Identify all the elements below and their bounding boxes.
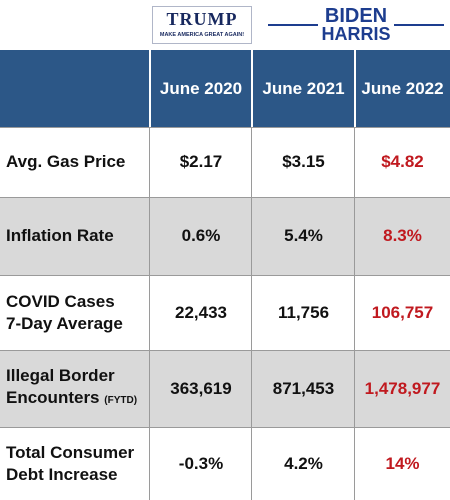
table-row — [0, 197, 450, 275]
row-label-line: Inflation Rate — [6, 225, 114, 247]
biden-name: BIDEN — [324, 5, 388, 27]
column-header: June 2021 — [262, 78, 345, 98]
table-row — [0, 275, 450, 350]
table-cell: 363,619 — [170, 378, 232, 398]
table-cell: $2.17 — [179, 152, 223, 171]
row-label: Total Consumer Debt Increase — [0, 427, 150, 500]
table-cell: 0.6% — [181, 226, 221, 245]
column-header: June 2022 — [361, 78, 444, 98]
row-label-note: (FYTD) — [104, 395, 138, 406]
column-divider — [251, 275, 252, 350]
column-divider — [149, 127, 150, 197]
column-divider — [354, 127, 355, 197]
header-row — [0, 50, 450, 127]
table-cell: 11,756 — [277, 302, 330, 322]
column-divider — [354, 350, 355, 427]
table-cell: 5.4% — [284, 226, 323, 245]
row-label-line: Illegal Border — [6, 365, 115, 387]
column-divider — [251, 427, 252, 500]
row-label: Illegal Border Encounters (FYTD) — [0, 350, 150, 427]
row-label-line: COVID Cases — [6, 291, 115, 313]
trump-slogan: MAKE AMERICA GREAT AGAIN! — [159, 32, 245, 38]
row-label: Avg. Gas Price — [0, 127, 150, 197]
table-row — [0, 427, 450, 500]
row-label-line: 7-Day Average — [6, 313, 123, 335]
column-divider — [251, 350, 252, 427]
trump-name: TRUMP — [166, 9, 238, 29]
column-header: June 2020 — [159, 78, 243, 98]
header-divider — [354, 50, 356, 127]
column-divider — [149, 350, 150, 427]
row-label: COVID Cases 7-Day Average — [0, 275, 150, 350]
table-cell: -0.3% — [178, 453, 224, 473]
row-label-line: Avg. Gas Price — [6, 151, 125, 173]
row-label-text: Debt Increase — [6, 464, 118, 484]
row-label-text: 7-Day Average — [6, 313, 123, 333]
table-cell: 106,757 — [371, 302, 434, 322]
table-cell: $3.15 — [282, 152, 325, 171]
column-divider — [149, 275, 150, 350]
row-label-text: Avg. Gas Price — [6, 152, 126, 171]
table-cell: 8.3% — [383, 226, 422, 245]
row-label-text: Encounters — [6, 388, 100, 407]
column-divider — [149, 427, 150, 500]
column-divider — [354, 275, 355, 350]
row-label: Inflation Rate — [0, 197, 150, 275]
biden-logo: BIDEN HARRIS — [268, 4, 444, 46]
header-divider — [251, 50, 253, 127]
row-label-line: Total Consumer — [6, 442, 134, 464]
row-label-text: Inflation Rate — [6, 226, 114, 245]
column-divider — [251, 127, 252, 197]
column-divider — [354, 427, 355, 500]
harris-name: HARRIS — [321, 24, 391, 44]
row-label-line: Debt Increase — [6, 464, 118, 486]
row-label-text: Total Consumer — [6, 442, 135, 462]
row-label-text: COVID Cases — [6, 291, 115, 311]
table-cell: 14% — [385, 453, 420, 473]
row-label-line: Encounters (FYTD) — [6, 387, 137, 412]
table-row — [0, 350, 450, 427]
table: June 2020 June 2021 June 2022 Avg. Gas Pric… — [0, 50, 450, 500]
trump-logo: TRUMP MAKE AMERICA GREAT AGAIN! — [152, 6, 252, 44]
header-divider — [149, 50, 151, 127]
table-cell: 1,478,977 — [364, 378, 441, 398]
column-divider — [251, 197, 252, 275]
logo-rule — [268, 24, 318, 26]
table-cell: $4.82 — [381, 152, 424, 171]
logo-rule — [394, 24, 444, 26]
table-row — [0, 127, 450, 197]
table-cell: 4.2% — [284, 453, 323, 473]
row-label-text: Illegal Border — [6, 366, 115, 385]
table-cell: 22,433 — [175, 302, 227, 322]
table-cell: 871,453 — [272, 378, 335, 398]
column-divider — [354, 197, 355, 275]
column-divider — [149, 197, 150, 275]
